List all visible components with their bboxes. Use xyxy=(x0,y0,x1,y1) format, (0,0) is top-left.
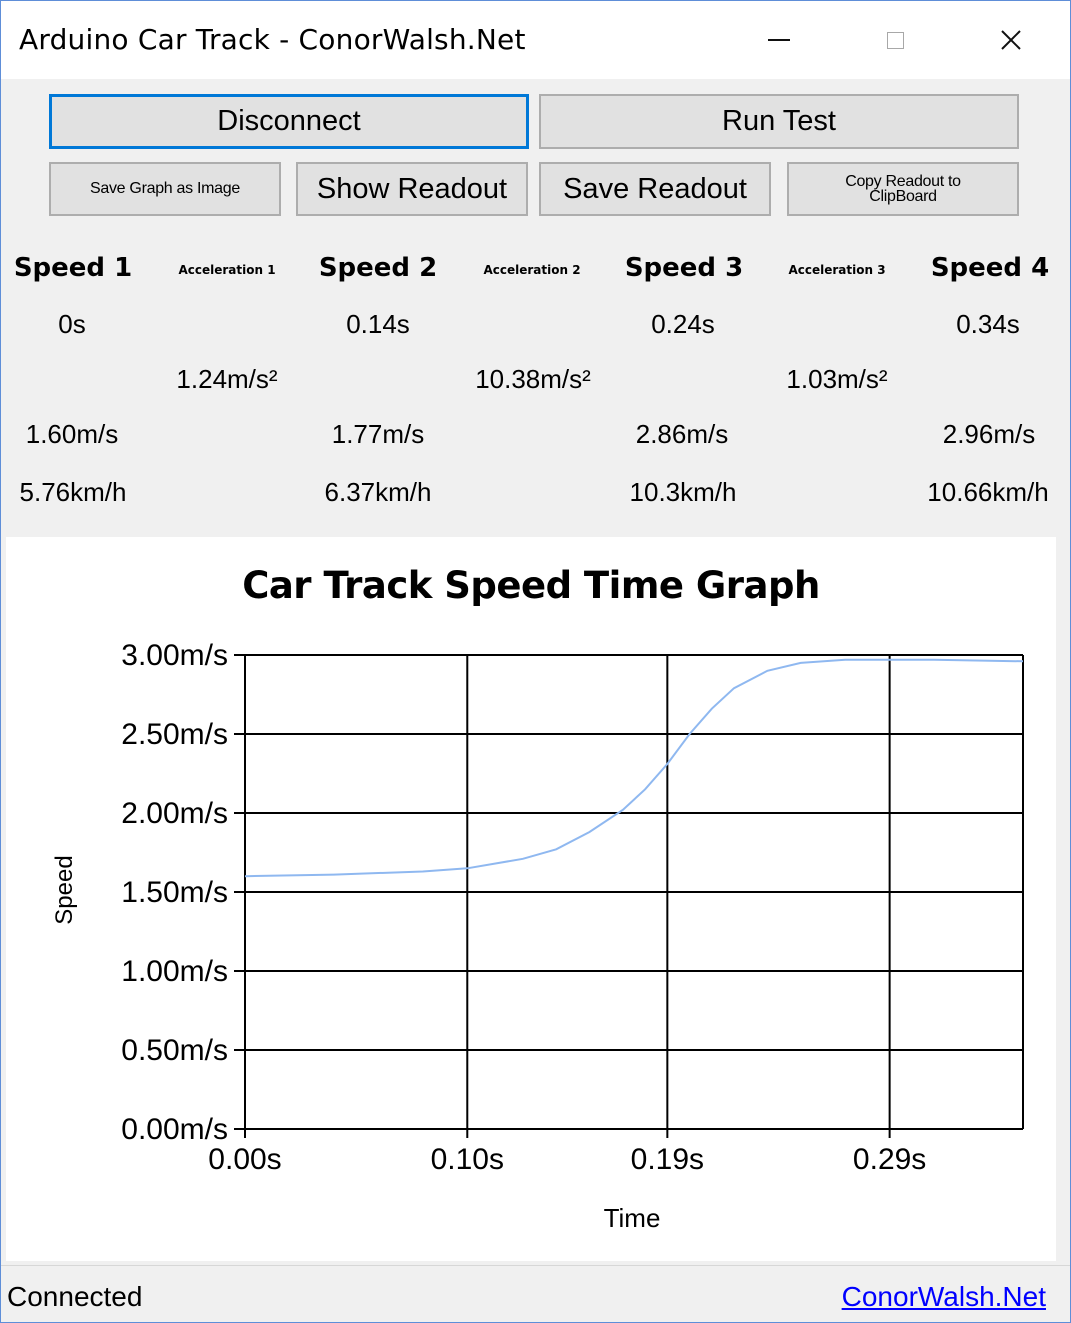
show-readout-button[interactable]: Show Readout xyxy=(296,162,528,216)
speed-3-ms: 2.86m/s xyxy=(635,419,729,449)
speed-2-header: Speed 2 xyxy=(318,253,438,283)
acceleration-3-value: 1.03m/s² xyxy=(786,364,888,394)
x-axis-label: Time xyxy=(604,1203,661,1233)
y-tick-label: 3.00m/s xyxy=(121,639,228,672)
copy-readout-button[interactable]: Copy Readout to ClipBoard xyxy=(787,162,1019,216)
close-icon xyxy=(1001,30,1021,50)
y-tick-label: 2.50m/s xyxy=(121,718,228,751)
x-tick-label: 0.19s xyxy=(631,1143,704,1176)
save-graph-button[interactable]: Save Graph as Image xyxy=(49,162,281,216)
speed-3-header: Speed 3 xyxy=(624,253,744,283)
speed-4-kmh: 10.66km/h xyxy=(927,477,1049,507)
speed-4-time: 0.34s xyxy=(956,309,1020,339)
speed-series-line xyxy=(244,658,1024,878)
close-button[interactable] xyxy=(953,1,1069,79)
speed-time-chart[interactable]: Car Track Speed Time Graph 0.00m/s 0.50m/… xyxy=(6,537,1056,1261)
chart-title: Car Track Speed Time Graph xyxy=(242,564,820,607)
run-test-button[interactable]: Run Test xyxy=(539,94,1019,149)
minimize-icon xyxy=(768,39,790,41)
acceleration-1-value: 1.24m/s² xyxy=(176,364,278,394)
window-title: Arduino Car Track - ConorWalsh.Net xyxy=(19,23,526,56)
speed-1-time: 0s xyxy=(58,309,86,339)
x-tick-label: 0.10s xyxy=(431,1143,504,1176)
y-tick-label: 0.50m/s xyxy=(121,1034,228,1067)
speed-4-ms: 2.96m/s xyxy=(942,419,1036,449)
speed-1-kmh: 5.76km/h xyxy=(19,477,127,507)
title-bar: Arduino Car Track - ConorWalsh.Net xyxy=(1,1,1070,79)
y-axis-label: Speed xyxy=(51,855,78,924)
y-tick-label: 0.00m/s xyxy=(121,1113,228,1146)
status-bar-divider xyxy=(1,1265,1070,1266)
speed-3-time: 0.24s xyxy=(651,309,715,339)
x-tick-label: 0.29s xyxy=(853,1143,926,1176)
maximize-button[interactable] xyxy=(837,1,953,79)
chart-grid xyxy=(244,654,1024,1130)
maximize-icon xyxy=(886,31,904,49)
y-tick-label: 1.00m/s xyxy=(121,955,228,988)
speed-1-ms: 1.60m/s xyxy=(25,419,119,449)
speed-1-header: Speed 1 xyxy=(13,253,133,283)
acceleration-2-header: Acceleration 2 xyxy=(483,263,581,277)
chart-svg: Car Track Speed Time Graph 0.00m/s 0.50m/… xyxy=(51,564,1024,1233)
y-tick-label: 1.50m/s xyxy=(121,876,228,909)
disconnect-button[interactable]: Disconnect xyxy=(49,94,529,149)
minimize-button[interactable] xyxy=(721,1,837,79)
y-tick-label: 2.00m/s xyxy=(121,797,228,830)
acceleration-3-header: Acceleration 3 xyxy=(788,263,886,277)
x-axis-ticks: 0.00s 0.10s 0.19s 0.29s xyxy=(208,1129,926,1176)
x-tick-label: 0.00s xyxy=(208,1143,281,1176)
acceleration-1-header: Acceleration 1 xyxy=(178,263,276,277)
save-readout-button[interactable]: Save Readout xyxy=(539,162,771,216)
speed-2-kmh: 6.37km/h xyxy=(324,477,432,507)
y-axis-ticks: 0.00m/s 0.50m/s 1.00m/s 1.50m/s 2.00m/s 2.50m… xyxy=(121,639,245,1146)
website-link[interactable]: ConorWalsh.Net xyxy=(841,1281,1046,1312)
speed-2-ms: 1.77m/s xyxy=(331,419,425,449)
connection-status: Connected xyxy=(7,1281,143,1312)
speed-4-header: Speed 4 xyxy=(930,253,1050,283)
speed-3-kmh: 10.3km/h xyxy=(629,477,737,507)
acceleration-2-value: 10.38m/s² xyxy=(475,364,591,394)
speed-2-time: 0.14s xyxy=(346,309,410,339)
